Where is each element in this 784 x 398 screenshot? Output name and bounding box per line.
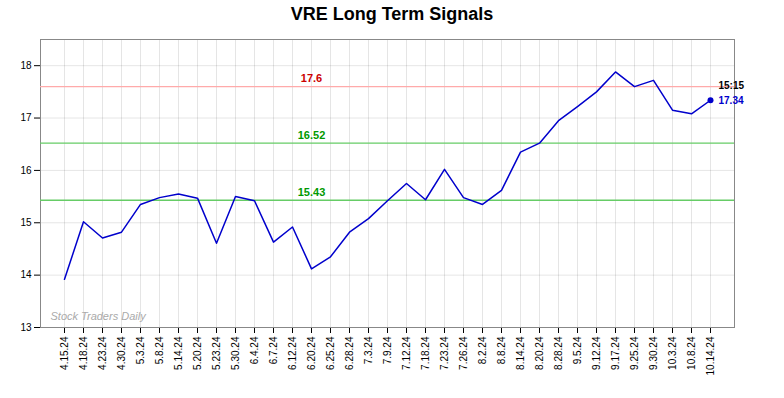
svg-text:15.43: 15.43 (298, 186, 326, 198)
svg-text:6.4.24: 6.4.24 (249, 336, 260, 364)
svg-text:14: 14 (20, 269, 32, 280)
svg-text:8.2.24: 8.2.24 (477, 336, 488, 364)
svg-text:7.18.24: 7.18.24 (420, 336, 431, 370)
svg-text:9.17.24: 9.17.24 (610, 336, 621, 370)
svg-text:8.14.24: 8.14.24 (515, 336, 526, 370)
svg-text:5.20.24: 5.20.24 (192, 336, 203, 370)
svg-text:5.8.24: 5.8.24 (154, 336, 165, 364)
svg-text:6.20.24: 6.20.24 (306, 336, 317, 370)
svg-text:Stock Traders Daily: Stock Traders Daily (51, 310, 148, 322)
svg-text:7.12.24: 7.12.24 (401, 336, 412, 370)
svg-text:8.8.24: 8.8.24 (496, 336, 507, 364)
svg-text:9.5.24: 9.5.24 (572, 336, 583, 364)
svg-text:5.23.24: 5.23.24 (211, 336, 222, 370)
svg-text:7.26.24: 7.26.24 (458, 336, 469, 370)
svg-text:7.23.24: 7.23.24 (439, 336, 450, 370)
svg-text:6.28.24: 6.28.24 (344, 336, 355, 370)
svg-text:8.20.24: 8.20.24 (534, 336, 545, 370)
svg-text:9.25.24: 9.25.24 (629, 336, 640, 370)
svg-text:16: 16 (20, 165, 32, 176)
svg-text:8.28.24: 8.28.24 (553, 336, 564, 370)
svg-text:10.14.24: 10.14.24 (705, 336, 716, 375)
svg-text:17.34: 17.34 (719, 95, 744, 106)
svg-text:4.30.24: 4.30.24 (116, 336, 127, 370)
svg-text:15:15: 15:15 (719, 80, 745, 91)
svg-text:4.23.24: 4.23.24 (97, 336, 108, 370)
svg-text:15: 15 (20, 217, 32, 228)
svg-text:4.15.24: 4.15.24 (59, 336, 70, 370)
svg-text:6.7.24: 6.7.24 (268, 336, 279, 364)
svg-text:5.3.24: 5.3.24 (135, 336, 146, 364)
svg-text:7.3.24: 7.3.24 (363, 336, 374, 364)
svg-text:6.25.24: 6.25.24 (325, 336, 336, 370)
svg-text:10.3.24: 10.3.24 (667, 336, 678, 370)
svg-text:17.6: 17.6 (301, 72, 322, 84)
html-text:VRE Long Term Signals: VRE Long Term Signals (290, 4, 494, 24)
svg-text:9.12.24: 9.12.24 (591, 336, 602, 370)
svg-text:5.30.24: 5.30.24 (230, 336, 241, 370)
svg-text:18: 18 (20, 60, 32, 71)
svg-text:5.14.24: 5.14.24 (173, 336, 184, 370)
svg-text:9.30.24: 9.30.24 (648, 336, 659, 370)
svg-text:6.12.24: 6.12.24 (287, 336, 298, 370)
svg-text:13: 13 (20, 322, 32, 333)
svg-text:16.52: 16.52 (298, 129, 326, 141)
svg-text:10.8.24: 10.8.24 (686, 336, 697, 370)
svg-text:4.18.24: 4.18.24 (78, 336, 89, 370)
svg-text:17: 17 (20, 112, 32, 123)
svg-text:7.9.24: 7.9.24 (382, 336, 393, 364)
